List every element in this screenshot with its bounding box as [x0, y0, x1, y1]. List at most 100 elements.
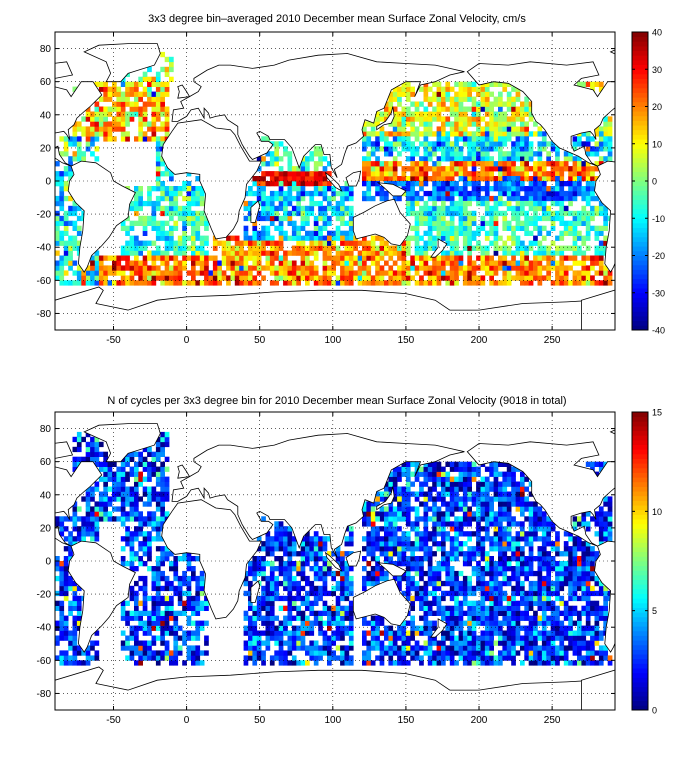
heatmap-cell — [581, 275, 587, 281]
heatmap-cell — [423, 215, 429, 222]
heatmap-cell — [85, 141, 91, 147]
heatmap-cell — [252, 255, 258, 261]
heatmap-cell — [81, 280, 86, 286]
heatmap-cell — [401, 146, 407, 152]
heatmap-cell — [454, 186, 459, 192]
heatmap-cell — [305, 575, 310, 582]
heatmap-cell — [511, 195, 516, 202]
heatmap-cell — [436, 566, 442, 572]
heatmap-cell — [441, 166, 446, 172]
heatmap-cell — [55, 521, 60, 527]
heatmap-cell — [300, 245, 306, 251]
heatmap-cell — [274, 546, 279, 552]
heatmap-cell — [291, 265, 297, 271]
heatmap-cell — [405, 476, 411, 482]
heatmap-cell — [195, 260, 201, 266]
heatmap-cell — [125, 260, 130, 266]
heatmap-cell — [134, 205, 139, 212]
heatmap-cell — [164, 595, 170, 602]
heatmap-cell — [423, 556, 429, 562]
heatmap-cell — [493, 210, 499, 217]
heatmap-cell — [151, 280, 157, 286]
heatmap-cell — [445, 166, 451, 172]
heatmap-cell — [274, 575, 279, 582]
heatmap-cell — [392, 551, 398, 557]
heatmap-cell — [436, 521, 442, 527]
heatmap-cell — [366, 270, 372, 276]
heatmap-cell — [81, 456, 86, 462]
heatmap-cell — [423, 526, 429, 532]
heatmap-cell — [506, 131, 512, 137]
colorbar-segment — [632, 194, 648, 201]
heatmap-cell — [134, 531, 139, 537]
heatmap-cell — [546, 250, 551, 256]
heatmap-cell — [476, 585, 481, 592]
heatmap-cell — [94, 511, 100, 517]
heatmap-cell — [480, 146, 486, 152]
heatmap-cell — [155, 116, 161, 122]
heatmap-cell — [59, 275, 65, 281]
heatmap-cell — [199, 280, 205, 286]
heatmap-cell — [379, 551, 385, 557]
heatmap-cell — [607, 121, 613, 127]
heatmap-cell — [278, 215, 284, 222]
heatmap-cell — [72, 640, 78, 646]
heatmap-cell — [524, 186, 529, 192]
heatmap-cell — [138, 456, 143, 462]
heatmap-cell — [195, 270, 201, 276]
heatmap-cell — [313, 640, 319, 646]
heatmap-cell — [344, 280, 350, 286]
heatmap-cell — [577, 186, 582, 192]
heatmap-cell — [506, 181, 512, 187]
heatmap-cell — [441, 230, 446, 236]
heatmap-cell — [278, 526, 284, 532]
heatmap-cell — [151, 131, 157, 137]
heatmap-cell — [335, 645, 341, 651]
heatmap-cell — [537, 260, 543, 266]
heatmap-cell — [598, 255, 604, 261]
heatmap-cell — [142, 71, 148, 77]
heatmap-cell — [300, 195, 306, 202]
heatmap-cell — [155, 635, 161, 641]
heatmap-cell — [129, 280, 135, 286]
heatmap-cell — [318, 536, 323, 542]
heatmap-cell — [449, 496, 455, 502]
heatmap-cell — [603, 141, 608, 147]
heatmap-cell — [305, 260, 310, 266]
heatmap-cell — [164, 210, 170, 217]
heatmap-cell — [388, 250, 394, 256]
heatmap-cell — [476, 645, 481, 651]
heatmap-cell — [392, 96, 398, 102]
heatmap-cell — [405, 106, 411, 112]
heatmap-cell — [72, 456, 78, 462]
heatmap-cell — [340, 195, 345, 202]
heatmap-cell — [454, 486, 459, 492]
heatmap-cell — [401, 645, 407, 651]
heatmap-cell — [274, 625, 279, 631]
heatmap-cell — [191, 660, 196, 666]
heatmap-cell — [274, 536, 279, 542]
heatmap-cell — [344, 590, 350, 597]
heatmap-cell — [129, 630, 135, 636]
heatmap-cell — [502, 126, 508, 132]
heatmap-cell — [142, 551, 148, 557]
heatmap-cell — [59, 575, 65, 582]
heatmap-cell — [401, 171, 407, 177]
heatmap-cell — [147, 536, 152, 542]
heatmap-cell — [392, 166, 398, 172]
heatmap-cell — [454, 526, 459, 532]
heatmap-cell — [287, 585, 293, 592]
heatmap-cell — [462, 200, 468, 207]
heatmap-cell — [397, 101, 402, 107]
heatmap-cell — [392, 506, 398, 512]
heatmap-cell — [283, 146, 288, 152]
heatmap-cell — [107, 111, 113, 117]
heatmap-cell — [493, 235, 499, 241]
heatmap-cell — [533, 275, 538, 281]
heatmap-cell — [362, 166, 367, 172]
heatmap-cell — [454, 620, 459, 626]
heatmap-cell — [160, 575, 165, 582]
colorbar-segment — [632, 139, 648, 145]
heatmap-cell — [441, 541, 446, 547]
heatmap-cell — [533, 205, 538, 212]
